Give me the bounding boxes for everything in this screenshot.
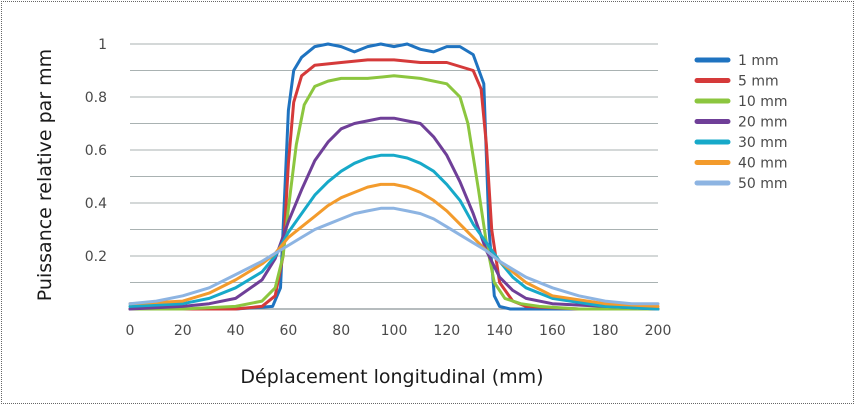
series-line-20-mm (128, 116, 660, 311)
x-tick-label: 160 (539, 323, 566, 339)
legend-label: 30 mm (738, 135, 788, 151)
x-tick-label: 80 (332, 323, 350, 339)
y-tick-label: 0.8 (85, 90, 107, 106)
series-line-1-mm (128, 42, 660, 311)
series-line-30-mm (128, 153, 660, 311)
x-tick-label: 120 (433, 323, 460, 339)
y-tick-label: 0.4 (85, 196, 107, 212)
x-tick-label: 200 (645, 323, 672, 339)
x-axis-title: Déplacement longitudinal (mm) (240, 366, 543, 388)
tick-labels: 0 20 40 60 80 100 120 140 160 180 200 0.2 0.4 0.6 0.8 1 (85, 37, 672, 339)
y-tick-label: 0.2 (85, 249, 107, 265)
legend-label: 50 mm (738, 176, 788, 192)
series-lines (128, 42, 660, 311)
series-line-50-mm (128, 206, 660, 306)
x-tick-label: 100 (381, 323, 408, 339)
x-tick-label: 40 (227, 323, 245, 339)
legend-label: 5 mm (738, 74, 779, 90)
gridlines (130, 43, 658, 310)
legend-label: 20 mm (738, 115, 788, 131)
series-line-5-mm (128, 58, 660, 311)
x-tick-label: 0 (126, 323, 135, 339)
y-tick-label: 1 (98, 37, 107, 53)
y-tick-label: 0.6 (85, 143, 107, 159)
x-tick-label: 180 (592, 323, 619, 339)
legend-label: 40 mm (738, 156, 788, 172)
x-tick-label: 140 (486, 323, 513, 339)
x-tick-label: 20 (174, 323, 192, 339)
legend-label: 1 mm (738, 53, 779, 69)
x-tick-label: 60 (279, 323, 297, 339)
series-line-10-mm (128, 74, 660, 311)
y-axis-title: Puissance relative par mm (34, 49, 56, 301)
legend: 1 mm 5 mm 10 mm 20 mm 30 mm 40 mm 50 mm (694, 53, 788, 192)
legend-label: 10 mm (738, 94, 788, 110)
